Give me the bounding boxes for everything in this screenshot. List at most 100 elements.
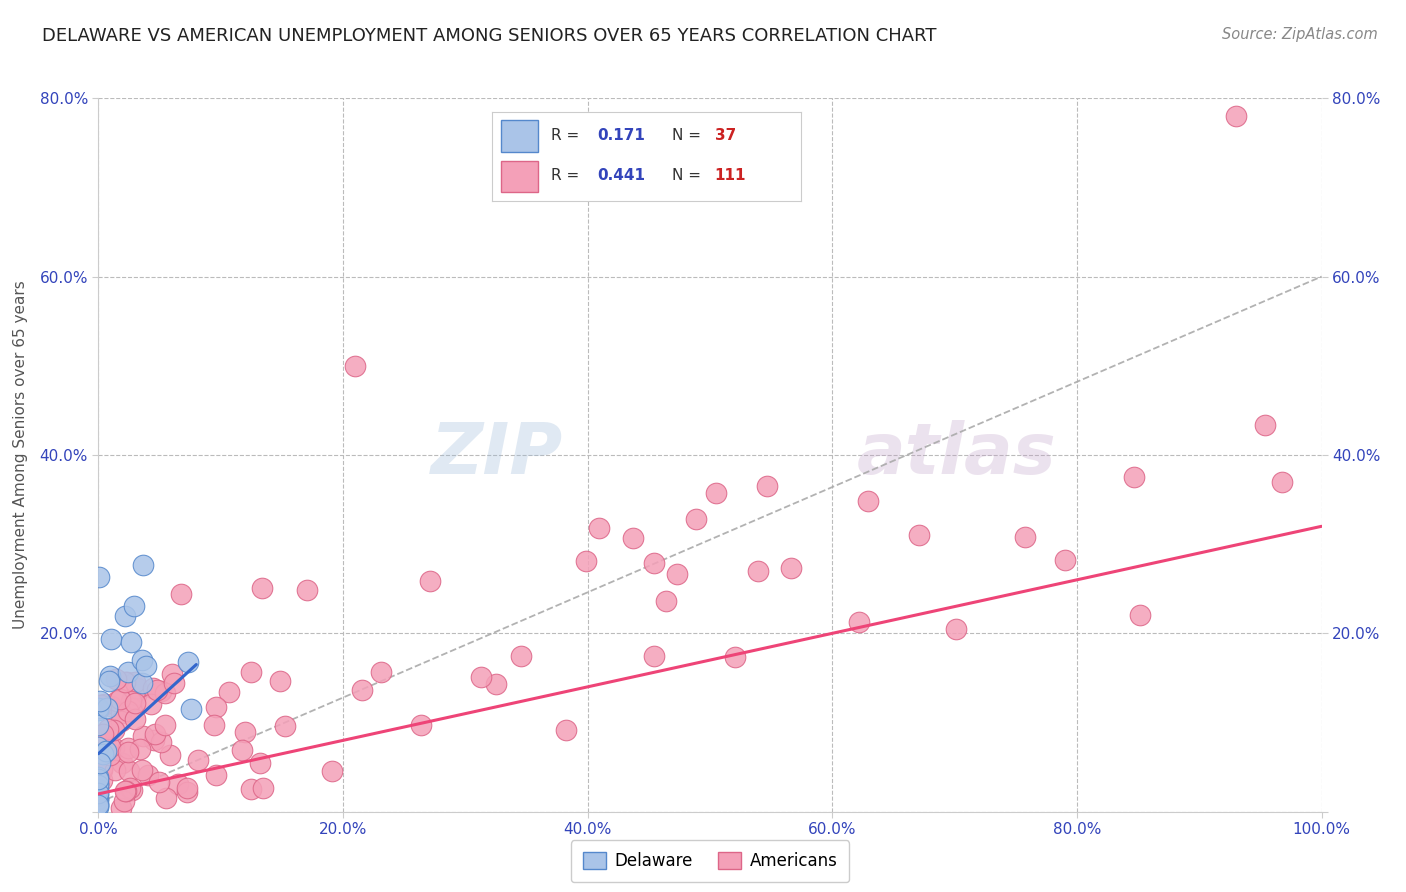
Point: [124, 696, 146, 710]
Point: [132, 730, 155, 744]
Point: [153, 686, 176, 700]
Point: [105, 672, 128, 686]
Point: [117, 741, 139, 756]
Text: 111: 111: [714, 169, 747, 183]
Point: [485, 677, 508, 691]
Point: [87, 777, 110, 791]
Point: [103, 740, 125, 755]
Point: [124, 674, 146, 689]
Point: [117, 745, 139, 759]
Point: [155, 791, 177, 805]
Point: [1225, 109, 1247, 123]
Point: [148, 774, 170, 789]
Point: [163, 676, 186, 690]
Point: [131, 653, 153, 667]
Point: [87, 797, 110, 812]
Text: ZIP: ZIP: [432, 420, 564, 490]
Point: [117, 665, 139, 680]
Point: [87, 789, 110, 803]
Point: [87, 796, 110, 810]
Point: [114, 675, 136, 690]
Point: [111, 756, 134, 770]
Point: [352, 683, 374, 698]
Point: [124, 712, 146, 726]
Y-axis label: Unemployment Among Seniors over 65 years: Unemployment Among Seniors over 65 years: [14, 281, 28, 629]
Point: [89, 694, 111, 708]
Text: atlas: atlas: [856, 420, 1056, 490]
Point: [205, 768, 228, 782]
Point: [665, 566, 688, 581]
Point: [588, 521, 610, 535]
Point: [97, 723, 120, 737]
Point: [162, 666, 184, 681]
Point: [135, 659, 157, 673]
Point: [91, 727, 114, 741]
Point: [575, 554, 598, 568]
Point: [136, 768, 159, 782]
Point: [96, 701, 118, 715]
Point: [1014, 530, 1036, 544]
Point: [90, 698, 112, 712]
Point: [117, 704, 139, 718]
Point: [149, 735, 172, 749]
Point: [685, 512, 707, 526]
Point: [233, 725, 256, 739]
Point: [1254, 418, 1277, 433]
Point: [779, 561, 801, 575]
Point: [907, 528, 929, 542]
Point: [87, 784, 110, 798]
Point: [131, 763, 153, 777]
Point: [945, 622, 967, 636]
Point: [104, 763, 127, 777]
Point: [87, 791, 110, 805]
Point: [87, 701, 110, 715]
Point: [509, 648, 531, 663]
Point: [159, 748, 181, 763]
Point: [1271, 475, 1294, 490]
Point: [153, 718, 176, 732]
Point: [120, 635, 142, 649]
Point: [87, 772, 110, 786]
Point: [91, 763, 114, 777]
Point: [91, 772, 114, 787]
Point: [98, 668, 121, 682]
Point: [470, 670, 492, 684]
Point: [269, 674, 291, 689]
Point: [139, 697, 162, 711]
Point: [218, 685, 240, 699]
Point: [127, 681, 149, 696]
Point: [87, 739, 110, 754]
Point: [120, 781, 142, 796]
Point: [176, 784, 198, 798]
Text: 0.171: 0.171: [598, 128, 645, 143]
Point: [114, 784, 136, 798]
Point: [321, 764, 343, 778]
Point: [87, 798, 110, 813]
Point: [1053, 553, 1076, 567]
Point: [87, 718, 110, 732]
Point: [94, 697, 117, 711]
Point: [143, 726, 166, 740]
Point: [231, 743, 253, 757]
Point: [655, 593, 678, 607]
Point: [274, 719, 297, 733]
Point: [167, 777, 190, 791]
Bar: [502, 120, 538, 152]
Point: [176, 656, 198, 670]
Point: [121, 783, 143, 797]
Point: [141, 681, 163, 695]
Text: N =: N =: [672, 128, 706, 143]
Point: [87, 791, 110, 805]
Point: [98, 673, 121, 688]
Bar: [502, 161, 538, 192]
Point: [344, 359, 367, 373]
Point: [143, 733, 166, 747]
Text: N =: N =: [672, 169, 706, 183]
Point: [848, 615, 870, 629]
Point: [202, 718, 225, 732]
Text: 0.441: 0.441: [598, 169, 645, 183]
Point: [87, 778, 110, 792]
Point: [87, 774, 110, 789]
Point: [150, 683, 173, 698]
Point: [110, 801, 132, 815]
